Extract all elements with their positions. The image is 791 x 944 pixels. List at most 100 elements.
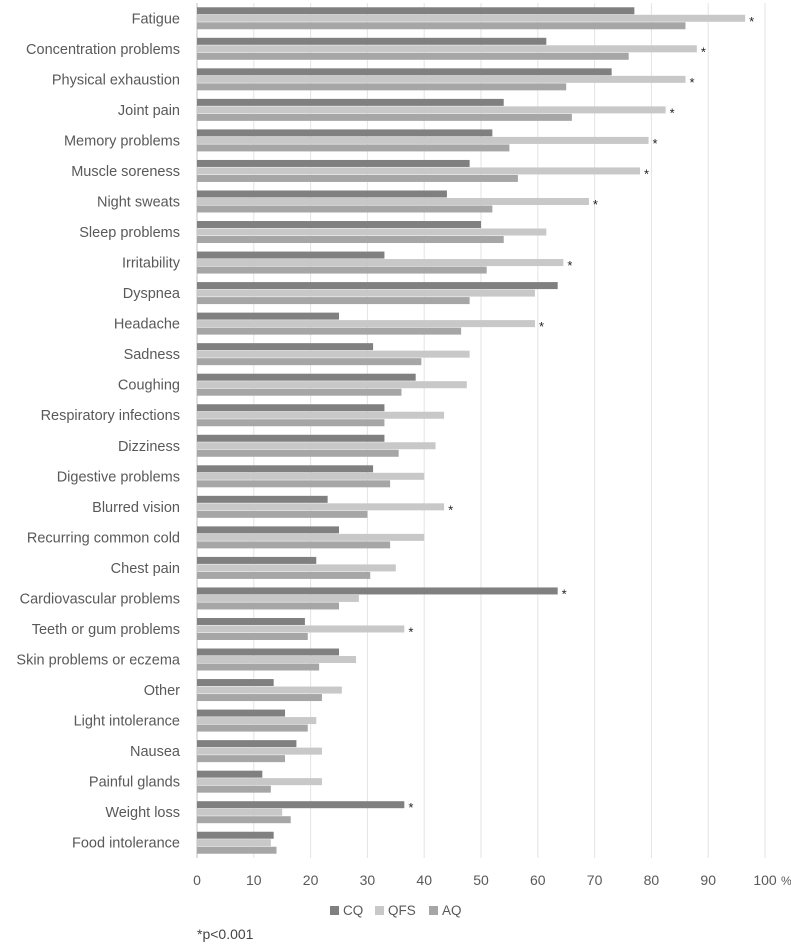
bar-qfs-18 — [197, 564, 396, 572]
bar-cq-27 — [197, 831, 274, 839]
category-label: Skin problems or eczema — [16, 653, 181, 669]
bar-qfs-9 — [197, 289, 535, 297]
category-label: Joint pain — [118, 103, 180, 119]
bar-cq-19 — [197, 587, 558, 595]
bar-qfs-22 — [197, 686, 342, 694]
category-label: Cardiovascular problems — [20, 591, 180, 607]
x-tick-label: 10 — [246, 872, 262, 888]
bar-aq-20 — [197, 632, 308, 640]
x-axis-unit: % — [781, 874, 791, 888]
significance-star: * — [701, 44, 706, 59]
bar-aq-15 — [197, 480, 391, 488]
x-tick-label: 50 — [473, 872, 489, 888]
category-label: Painful glands — [89, 775, 180, 791]
bar-cq-8 — [197, 251, 385, 259]
bar-cq-18 — [197, 556, 317, 564]
bar-qfs-27 — [197, 839, 271, 847]
category-label: Physical exhaustion — [52, 72, 180, 88]
bar-qfs-20 — [197, 625, 405, 633]
bar-qfs-0 — [197, 14, 746, 22]
bar-aq-27 — [197, 846, 277, 854]
significance-star: * — [749, 14, 754, 29]
x-tick-label: 40 — [416, 872, 432, 888]
bar-qfs-14 — [197, 442, 436, 450]
bar-qfs-10 — [197, 320, 535, 328]
bar-cq-5 — [197, 159, 470, 167]
bar-qfs-6 — [197, 197, 589, 205]
bar-cq-11 — [197, 343, 374, 351]
bar-cq-9 — [197, 282, 558, 290]
bar-qfs-4 — [197, 136, 649, 144]
bar-qfs-25 — [197, 778, 322, 786]
bar-cq-15 — [197, 465, 374, 473]
x-tick-label: 60 — [530, 872, 546, 888]
significance-star: * — [567, 258, 572, 273]
bar-aq-14 — [197, 449, 399, 457]
category-label: Dyspnea — [123, 286, 181, 302]
category-label: Food intolerance — [72, 836, 180, 852]
bar-cq-1 — [197, 37, 547, 45]
category-label: Concentration problems — [26, 42, 180, 58]
bar-qfs-5 — [197, 167, 641, 175]
bar-qfs-3 — [197, 106, 666, 114]
category-label: Digestive problems — [57, 469, 180, 485]
bar-cq-13 — [197, 404, 385, 412]
significance-star: * — [408, 800, 413, 815]
bar-qfs-15 — [197, 472, 425, 480]
legend-label-aq: AQ — [442, 903, 462, 918]
category-label: Irritability — [122, 256, 181, 272]
category-label: Other — [144, 683, 180, 699]
category-label: Headache — [114, 317, 180, 333]
bar-aq-3 — [197, 113, 572, 121]
x-tick-label: 80 — [644, 872, 660, 888]
bar-cq-7 — [197, 221, 481, 229]
bar-cq-3 — [197, 98, 504, 106]
bar-qfs-8 — [197, 259, 564, 267]
bar-cq-16 — [197, 495, 328, 503]
x-tick-label: 20 — [303, 872, 319, 888]
bar-aq-11 — [197, 358, 422, 366]
bar-aq-4 — [197, 144, 510, 152]
bar-cq-6 — [197, 190, 447, 198]
significance-star: * — [689, 75, 694, 90]
bar-aq-12 — [197, 388, 402, 396]
bar-aq-2 — [197, 83, 567, 91]
bar-aq-23 — [197, 724, 308, 732]
significance-star: * — [670, 105, 675, 120]
bar-aq-18 — [197, 571, 371, 579]
bar-aq-6 — [197, 205, 493, 213]
bar-aq-9 — [197, 297, 470, 305]
bar-qfs-2 — [197, 75, 686, 83]
category-label: Coughing — [118, 378, 180, 394]
category-label: Fatigue — [132, 11, 180, 27]
bar-aq-24 — [197, 755, 286, 763]
bar-aq-0 — [197, 22, 686, 30]
category-label: Chest pain — [111, 561, 180, 577]
bar-cq-4 — [197, 129, 493, 137]
significance-star: * — [408, 624, 413, 639]
bar-cq-10 — [197, 312, 339, 320]
category-label: Muscle soreness — [71, 164, 180, 180]
footnote: *p<0.001 — [197, 926, 254, 942]
category-label: Teeth or gum problems — [32, 622, 180, 638]
bar-qfs-12 — [197, 381, 467, 389]
category-label: Sadness — [124, 347, 180, 363]
bar-qfs-13 — [197, 411, 445, 419]
bar-cq-17 — [197, 526, 339, 534]
category-label: Nausea — [130, 744, 181, 760]
category-label: Weight loss — [105, 805, 180, 821]
x-tick-label: 0 — [193, 872, 201, 888]
significance-star: * — [539, 319, 544, 334]
significance-star: * — [562, 586, 567, 601]
category-label: Recurring common cold — [27, 530, 180, 546]
bar-cq-0 — [197, 7, 635, 15]
bar-cq-22 — [197, 679, 274, 687]
bar-qfs-7 — [197, 228, 547, 236]
bar-qfs-16 — [197, 503, 445, 511]
x-tick-label: 100 — [753, 872, 777, 888]
category-label: Blurred vision — [92, 500, 180, 516]
bar-aq-21 — [197, 663, 320, 671]
category-label: Memory problems — [64, 133, 180, 149]
bar-qfs-11 — [197, 350, 470, 358]
